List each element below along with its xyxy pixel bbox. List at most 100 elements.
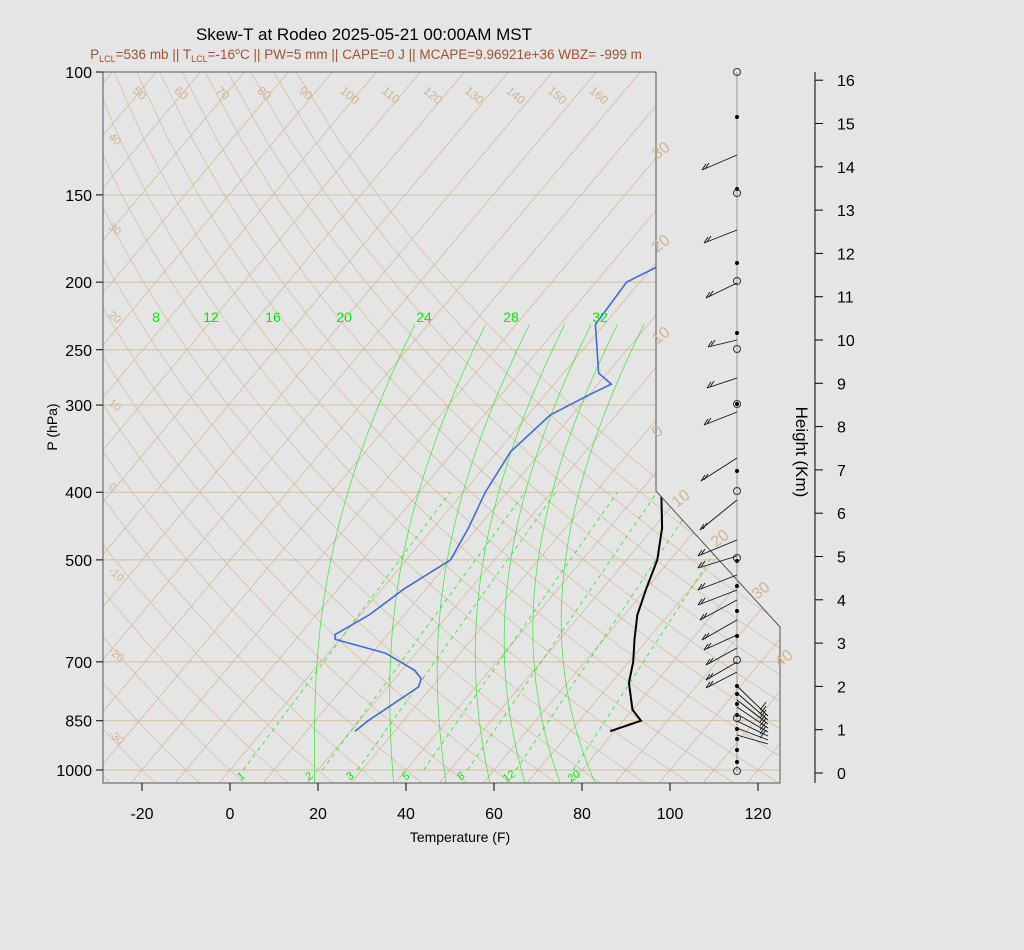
- wind-barb: [699, 599, 738, 621]
- subtitle-deg: o: [235, 46, 240, 56]
- wind-level-circle: [733, 767, 741, 775]
- mixing-ratio-top-label: 28: [503, 309, 519, 325]
- isotherm-line: [393, 72, 780, 783]
- x-tick-label: 60: [485, 806, 503, 823]
- dry-adiabat-line: [113, 72, 780, 783]
- p-tick-label: 400: [65, 485, 92, 502]
- wind-barb-feather: [708, 672, 714, 680]
- chart-title: Skew-T at Rodeo 2025-05-21 00:00AM MST: [196, 25, 532, 44]
- isotherm-line: [657, 72, 780, 783]
- isotherm-top-label: 130: [462, 84, 487, 108]
- wind-barb-feather: [703, 473, 709, 481]
- wind-barb: [703, 411, 738, 426]
- wind-barb-feather: [699, 523, 705, 531]
- wind-barb-feather: [700, 560, 706, 568]
- isotherm-top-label: 120: [421, 84, 446, 108]
- dry-adiabat-line: [103, 72, 336, 783]
- wind-barb-feather: [701, 163, 707, 171]
- height-tick-label: 13: [837, 203, 855, 220]
- subtitle-p-sub: LCL: [99, 54, 116, 64]
- wind-barb-feather: [700, 582, 706, 590]
- moist-adiabat-line: [560, 324, 645, 783]
- dry-adiabat-line: [103, 72, 559, 783]
- isotherm-line: [481, 72, 780, 783]
- height-tick-label: 14: [837, 160, 855, 177]
- isotherm-line: [745, 72, 780, 783]
- wind-level-circle: [733, 487, 741, 495]
- wind-barb-feather: [759, 721, 767, 731]
- wind-level-dot: [735, 737, 739, 741]
- dry-adiabat-line: [103, 72, 470, 783]
- subtitle-p: P: [90, 47, 99, 62]
- isotherm-line: [103, 72, 377, 783]
- dry-adiabat-line: [136, 72, 780, 783]
- p-tick-label: 500: [65, 553, 92, 570]
- wind-barb-feather: [759, 717, 767, 727]
- isotherm-top-label: 70: [213, 84, 232, 104]
- wind-level-dot: [735, 748, 739, 752]
- wind-barb: [705, 647, 738, 666]
- wind-barb-feather: [699, 613, 705, 621]
- x-tick-label: 100: [657, 806, 684, 823]
- height-tick-label: 9: [837, 376, 846, 393]
- wind-barb-feather: [759, 709, 767, 719]
- mixing-ratio-bottom-label: 8: [455, 770, 467, 783]
- wind-level-dot: [735, 331, 739, 335]
- p-tick-label: 1000: [56, 763, 92, 780]
- height-tick-label: 11: [837, 290, 854, 307]
- isotherm-left-label: -10: [106, 565, 126, 584]
- dry-adiabat-line: [103, 72, 514, 783]
- wind-barb-feather: [705, 291, 711, 299]
- subtitle-t-sub: LCL: [191, 54, 208, 64]
- wind-barb: [701, 154, 738, 171]
- wind-barb-feather: [703, 236, 709, 244]
- isotherm-line: [966, 72, 1024, 785]
- wind-barb: [705, 671, 738, 689]
- moist-adiabat-line: [389, 324, 486, 783]
- mixing-ratio-bottom-label: 1: [235, 770, 247, 783]
- isotherm-left-label: 30: [106, 221, 123, 238]
- isotherm-line: [103, 72, 685, 783]
- p-tick-label: 200: [65, 275, 92, 292]
- dry-adiabat-line: [103, 72, 291, 783]
- wind-barb-feather: [759, 725, 767, 735]
- wind-level-dot: [735, 584, 739, 588]
- isotherm-line: [103, 72, 553, 783]
- isotherm-left-label: 10: [106, 397, 123, 414]
- dry-adiabat-line: [227, 72, 780, 783]
- wind-barb-feather: [759, 705, 767, 715]
- mixing-ratio-top-label: 16: [265, 309, 281, 325]
- isotherm-line: [103, 72, 201, 783]
- isotherm-left-label: 40: [106, 131, 123, 148]
- wind-barb-feather: [697, 583, 703, 591]
- isotherm-top-label: 160: [587, 84, 612, 108]
- mixing-ratio-top-label: 24: [416, 309, 432, 325]
- wind-barb: [736, 734, 769, 745]
- isotherm-line: [103, 72, 597, 783]
- wind-level-circle: [733, 277, 741, 285]
- dry-adiabat-line: [273, 72, 780, 783]
- height-tick-label: 8: [837, 420, 846, 437]
- wind-barb-feather: [701, 633, 707, 641]
- wind-barb-feather: [700, 548, 706, 556]
- wind-barb-feather: [707, 340, 713, 348]
- temperature-line: [609, 72, 780, 733]
- mixing-ratio-bottom-label: 20: [566, 768, 583, 785]
- subtitle-t-rest: C || PW=5 mm || CAPE=0 J || MCAPE=9.9692…: [240, 47, 642, 62]
- isotherm-line: [103, 72, 289, 783]
- wind-barb-feather: [708, 680, 714, 688]
- isotherm-line: [103, 72, 333, 783]
- wind-level-dot: [735, 469, 739, 473]
- dry-adiabat-line: [103, 72, 158, 783]
- wind-barb-feather: [697, 598, 703, 606]
- wind-barb: [697, 589, 738, 606]
- mixing-ratio-line: [423, 491, 618, 771]
- wind-barb-feather: [708, 657, 714, 665]
- wind-barb-feather: [710, 339, 716, 347]
- height-tick-label: 12: [837, 246, 855, 263]
- background-grid: [103, 72, 1024, 785]
- mixing-ratio-top-label: 20: [336, 309, 352, 325]
- isotherm-line: [790, 72, 1024, 785]
- wind-barb-feather: [706, 235, 712, 243]
